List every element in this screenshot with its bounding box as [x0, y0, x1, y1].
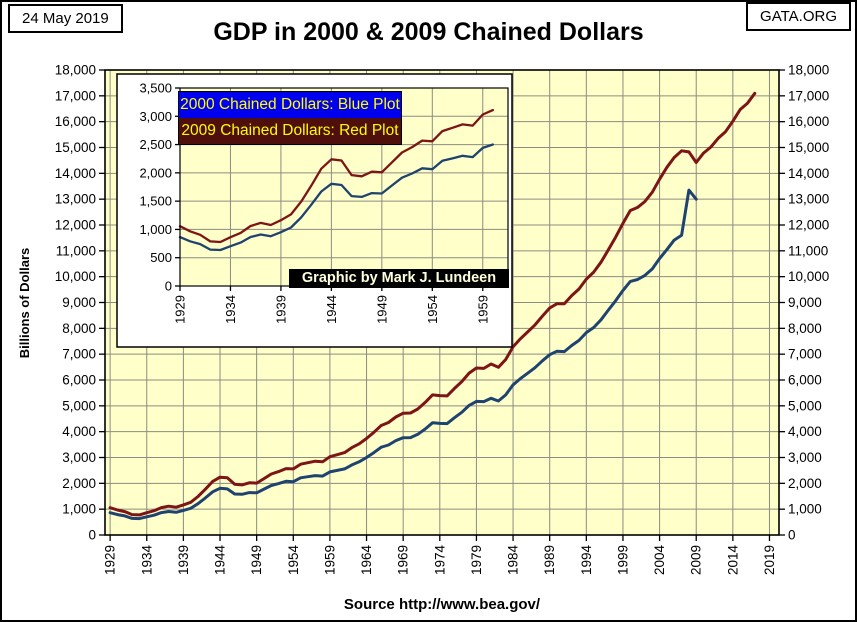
svg-text:2,000: 2,000 [788, 476, 822, 491]
svg-text:1974: 1974 [432, 545, 447, 576]
svg-text:1954: 1954 [425, 295, 440, 324]
svg-text:1964: 1964 [359, 545, 374, 576]
brand-box: GATA.ORG [746, 2, 851, 31]
svg-text:2014: 2014 [725, 545, 740, 576]
svg-text:14,000: 14,000 [788, 166, 829, 181]
svg-text:7,000: 7,000 [788, 347, 822, 362]
svg-text:9,000: 9,000 [788, 295, 822, 310]
svg-text:500: 500 [150, 250, 172, 265]
svg-text:18,000: 18,000 [788, 63, 829, 78]
svg-text:15,000: 15,000 [788, 140, 829, 155]
svg-text:11,000: 11,000 [56, 243, 96, 258]
svg-text:1949: 1949 [374, 295, 389, 324]
svg-text:1939: 1939 [273, 295, 288, 324]
svg-text:6,000: 6,000 [62, 373, 96, 388]
svg-text:1959: 1959 [322, 545, 337, 575]
svg-text:3,000: 3,000 [139, 109, 172, 124]
svg-text:13,000: 13,000 [55, 192, 96, 207]
svg-text:1929: 1929 [103, 545, 118, 575]
svg-text:4,000: 4,000 [62, 424, 96, 439]
svg-text:1,000: 1,000 [62, 502, 96, 517]
svg-text:1999: 1999 [615, 545, 630, 575]
svg-text:3,500: 3,500 [139, 81, 172, 96]
svg-text:17,000: 17,000 [788, 88, 829, 103]
svg-text:1944: 1944 [213, 545, 228, 576]
svg-text:10,000: 10,000 [55, 269, 96, 284]
svg-text:2,000: 2,000 [139, 165, 172, 180]
svg-text:3,000: 3,000 [788, 450, 822, 465]
svg-text:0: 0 [165, 279, 172, 294]
svg-text:1929: 1929 [173, 295, 188, 324]
svg-text:1,000: 1,000 [788, 502, 822, 517]
svg-text:11,000: 11,000 [788, 243, 828, 258]
page-title: GDP in 2000 & 2009 Chained Dollars [213, 18, 644, 46]
svg-text:1,500: 1,500 [139, 194, 172, 209]
svg-text:18,000: 18,000 [55, 63, 96, 78]
svg-text:9,000: 9,000 [62, 295, 96, 310]
inset-legend: 2000 Chained Dollars: Blue Plot 2009 Cha… [178, 91, 402, 145]
svg-text:7,000: 7,000 [62, 347, 96, 362]
svg-text:2,500: 2,500 [139, 137, 172, 152]
main-blue-series-line [108, 188, 698, 521]
svg-text:1949: 1949 [249, 545, 264, 575]
source-note: Source http://www.bea.gov/ [343, 596, 541, 613]
svg-text:2019: 2019 [762, 545, 777, 575]
svg-text:1934: 1934 [139, 545, 154, 576]
inset-red-series-line [178, 108, 495, 244]
svg-text:1969: 1969 [396, 545, 411, 575]
svg-text:1954: 1954 [286, 545, 301, 576]
svg-text:1934: 1934 [223, 295, 238, 324]
credit-badge: Graphic by Mark J. Lundeen [289, 269, 509, 288]
svg-text:1959: 1959 [475, 295, 490, 324]
y-axis-title: Billions of Dollars [17, 247, 32, 359]
svg-text:1944: 1944 [324, 295, 339, 324]
svg-text:0: 0 [788, 528, 796, 543]
svg-text:14,000: 14,000 [55, 166, 96, 181]
svg-text:1979: 1979 [469, 545, 484, 575]
svg-text:12,000: 12,000 [55, 218, 96, 233]
svg-text:1994: 1994 [579, 545, 594, 576]
svg-text:16,000: 16,000 [55, 114, 96, 129]
svg-text:0: 0 [88, 528, 96, 543]
svg-text:16,000: 16,000 [788, 114, 829, 129]
svg-text:4,000: 4,000 [788, 424, 822, 439]
svg-text:8,000: 8,000 [788, 321, 822, 336]
svg-text:3,000: 3,000 [62, 450, 96, 465]
brand-label: GATA.ORG [760, 8, 837, 25]
svg-text:8,000: 8,000 [62, 321, 96, 336]
legend-item-blue: 2000 Chained Dollars: Blue Plot [179, 92, 401, 118]
inset-blue-series-line [178, 143, 495, 252]
date-box: 24 May 2019 [8, 4, 123, 33]
svg-text:1989: 1989 [542, 545, 557, 575]
legend-item-red: 2009 Chained Dollars: Red Plot [179, 118, 401, 144]
svg-text:17,000: 17,000 [55, 88, 96, 103]
svg-text:12,000: 12,000 [788, 218, 829, 233]
svg-text:5,000: 5,000 [788, 398, 822, 413]
svg-text:2004: 2004 [652, 545, 667, 576]
svg-text:1984: 1984 [506, 545, 521, 576]
svg-text:5,000: 5,000 [62, 398, 96, 413]
date-label: 24 May 2019 [22, 10, 109, 27]
svg-text:6,000: 6,000 [788, 373, 822, 388]
main-red-series-line [108, 91, 757, 517]
svg-text:2,000: 2,000 [62, 476, 96, 491]
svg-text:13,000: 13,000 [788, 192, 829, 207]
svg-text:2009: 2009 [689, 545, 704, 575]
svg-text:1,000: 1,000 [139, 222, 172, 237]
svg-text:15,000: 15,000 [55, 140, 96, 155]
svg-text:10,000: 10,000 [788, 269, 829, 284]
svg-text:1939: 1939 [176, 545, 191, 575]
